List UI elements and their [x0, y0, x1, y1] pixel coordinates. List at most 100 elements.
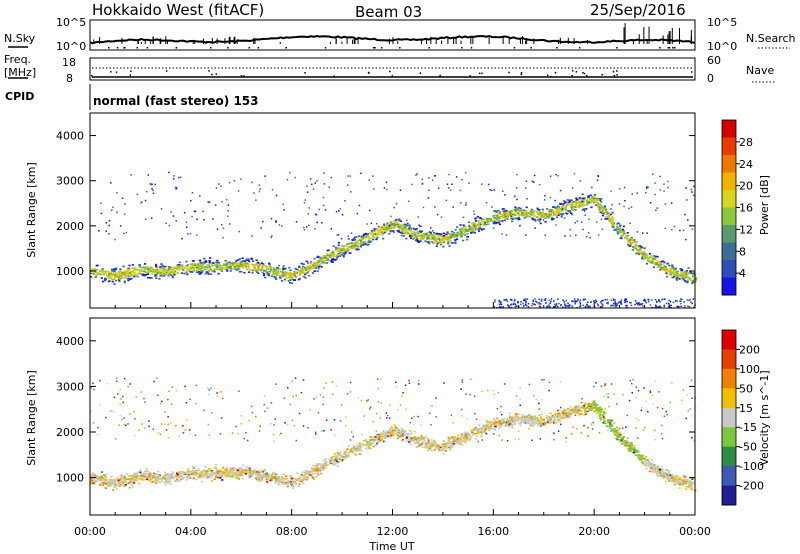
velocity-cell: [115, 483, 118, 486]
power-cell: [497, 222, 500, 224]
power-cell: [191, 267, 194, 269]
velocity-cell: [386, 436, 389, 439]
velocity-cell: [532, 417, 535, 420]
power-cell: [188, 270, 191, 272]
power-cell: [170, 271, 173, 273]
power-cell: [443, 237, 446, 239]
velocity-cell: [447, 439, 450, 442]
power-cell: [216, 263, 219, 266]
power-cell-sparse: [144, 199, 147, 202]
power-cell-sparse: [281, 225, 283, 227]
power-cell: [591, 195, 594, 198]
power-cell: [659, 265, 662, 268]
power-cell: [151, 273, 154, 276]
power-cell: [317, 265, 320, 268]
power-cell: [427, 235, 430, 238]
power-cell-sparse: [595, 221, 598, 223]
velocity-cell: [369, 443, 372, 446]
power-cell: [174, 270, 177, 273]
power-cell-sparse: [473, 225, 476, 227]
power-cell: [272, 272, 275, 275]
velocity-cell: [469, 438, 472, 440]
velocity-cell: [481, 428, 484, 431]
power-cell: [229, 264, 232, 267]
power-cell: [464, 233, 467, 236]
power-cell: [279, 277, 282, 280]
power-cell-sparse: [253, 192, 255, 194]
power-cell-sparse: [105, 222, 107, 224]
power-cell: [653, 261, 656, 264]
nave-dot: [304, 72, 306, 74]
velocity-cell: [653, 465, 656, 467]
power-cell-sparse: [108, 220, 111, 222]
velocity-cell: [496, 422, 499, 424]
power-cell: [528, 215, 531, 218]
power-cell: [251, 269, 254, 272]
power-cell-sparse: [306, 185, 308, 187]
velocity-cell: [318, 463, 321, 465]
power-cell: [165, 273, 168, 275]
power-cell: [666, 269, 669, 272]
power-cell-sparse: [193, 210, 196, 212]
power-cell: [642, 255, 645, 257]
power-cell: [337, 252, 341, 255]
power-cell: [578, 206, 581, 209]
power-cell: [322, 255, 325, 257]
power-cell-near: [584, 305, 587, 308]
power-cell: [570, 205, 573, 207]
power-cell-near: [614, 301, 616, 303]
power-cell: [559, 213, 562, 215]
power-cell: [422, 236, 425, 239]
power-cell: [553, 214, 556, 217]
velocity-cell: [614, 429, 617, 432]
power-cell: [533, 215, 536, 218]
power-cell-near: [601, 300, 603, 302]
power-cell: [461, 227, 464, 230]
velocity-cell: [191, 474, 194, 476]
power-cell-near: [638, 304, 640, 306]
power-cell: [123, 281, 126, 284]
power-cell: [553, 213, 556, 215]
power-cell: [396, 230, 399, 232]
power-cell: [525, 209, 528, 212]
power-cell: [586, 202, 589, 204]
velocity-cell: [118, 483, 121, 485]
nave-dot: [215, 73, 218, 75]
power-cell: [642, 253, 645, 255]
power-cell: [304, 269, 308, 272]
velocity-cell: [574, 412, 577, 414]
power-cell: [671, 264, 674, 267]
power-cell-sparse: [289, 172, 291, 174]
velocity-cell: [670, 479, 673, 481]
power-cell: [668, 264, 671, 267]
power-cell: [413, 227, 416, 230]
power-cell-sparse: [218, 183, 220, 185]
velocity-cell: [169, 474, 172, 476]
power-cell: [664, 268, 667, 270]
power-cell-near: [689, 298, 691, 301]
power-cell-near: [613, 305, 615, 307]
power-cell: [693, 272, 696, 274]
power-cell-near: [590, 301, 592, 303]
power-cell: [477, 230, 481, 232]
power-cell-near: [624, 301, 626, 304]
power-cell: [369, 237, 372, 239]
power-cell-near: [538, 301, 540, 304]
power-cell: [487, 223, 490, 225]
power-cell: [207, 270, 210, 272]
power-cell-sparse: [275, 221, 277, 223]
power-cell-sparse: [432, 179, 434, 181]
power-cell: [451, 230, 454, 233]
power-cell: [131, 264, 134, 266]
power-cell: [360, 242, 363, 244]
velocity-cell: [196, 476, 199, 478]
power-cell: [417, 232, 420, 235]
power-cell: [115, 267, 118, 270]
nsearch-dot: [530, 47, 533, 49]
power-cell: [361, 238, 364, 241]
power-cell: [90, 272, 93, 275]
velocity-cell: [146, 470, 149, 472]
power-cell: [139, 273, 142, 275]
power-cell: [469, 227, 472, 230]
velocity-cell: [608, 427, 612, 429]
